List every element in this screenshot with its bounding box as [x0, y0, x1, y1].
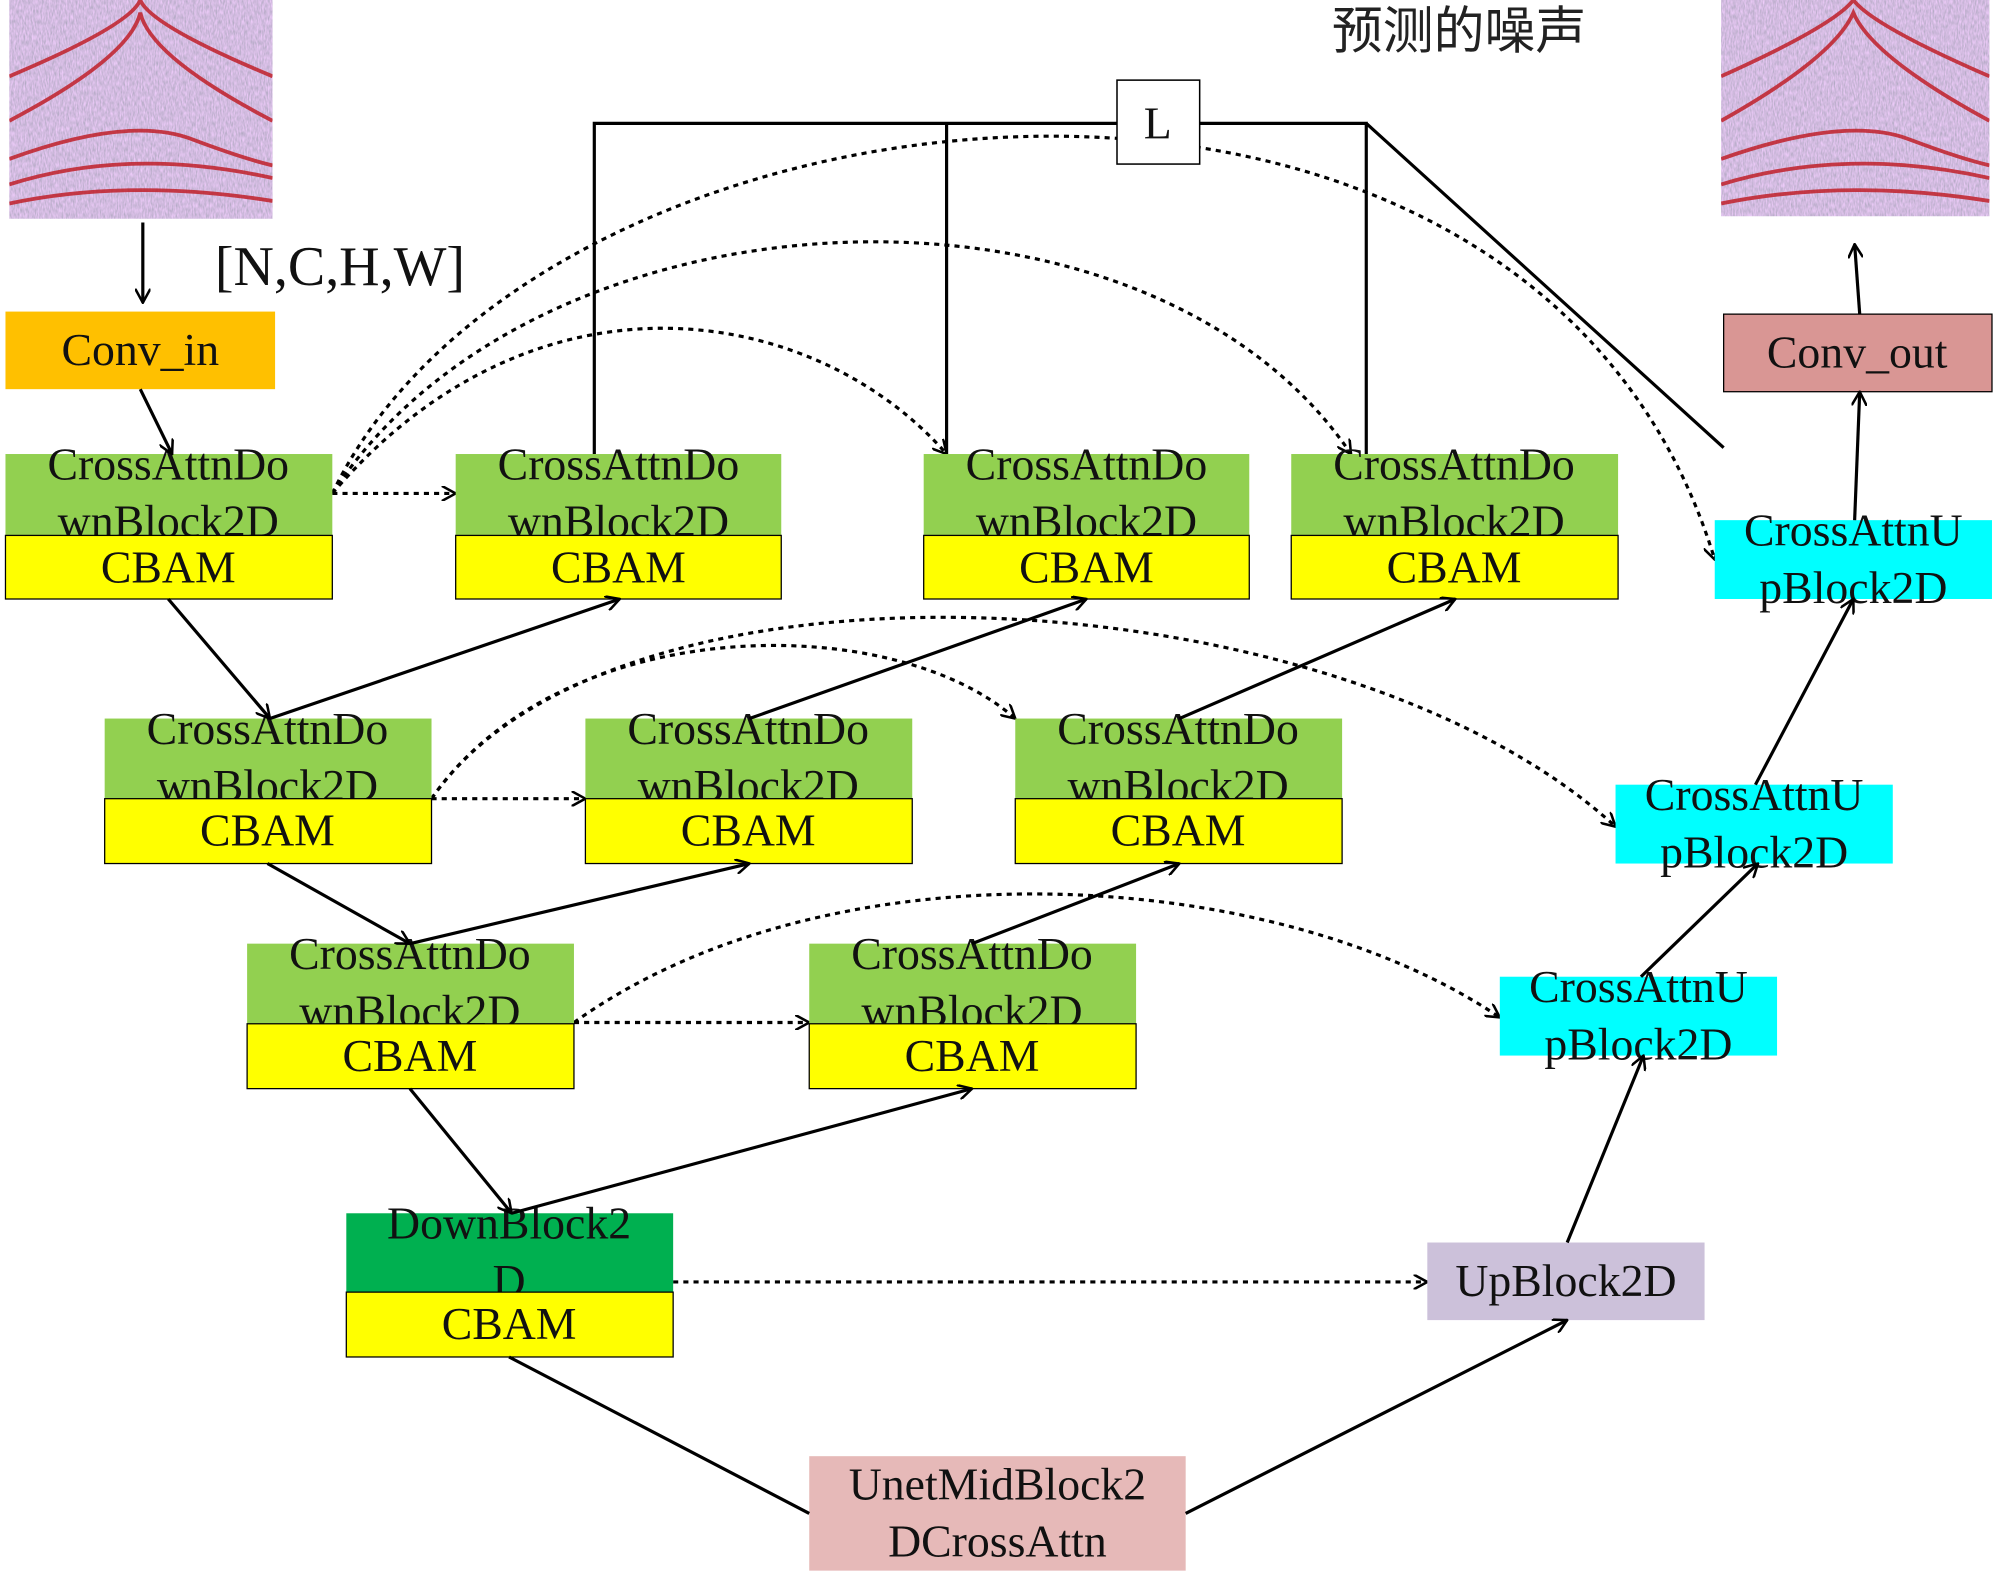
- svg-text:CrossAttnDo: CrossAttnDo: [1333, 438, 1575, 489]
- svg-text:CBAM: CBAM: [905, 1030, 1040, 1081]
- svg-text:CrossAttnDo: CrossAttnDo: [498, 438, 740, 489]
- svg-text:CBAM: CBAM: [342, 1030, 477, 1081]
- svg-text:CBAM: CBAM: [200, 805, 335, 856]
- down-block-2-1: CrossAttnDo wnBlock2D CBAM: [104, 703, 433, 865]
- cross-up-block-3: CrossAttnU pBlock2D: [1714, 505, 1992, 613]
- down-block-3-1: CrossAttnDo wnBlock2D CBAM: [246, 928, 575, 1090]
- svg-text:CrossAttnDo: CrossAttnDo: [147, 703, 389, 754]
- down-block-1-1: CrossAttnDo wnBlock2D CBAM: [4, 438, 333, 600]
- svg-text:pBlock2D: pBlock2D: [1544, 1018, 1732, 1069]
- svg-text:CrossAttnU: CrossAttnU: [1529, 961, 1748, 1012]
- svg-text:CBAM: CBAM: [681, 805, 816, 856]
- loss-connectors: [592, 121, 1725, 455]
- svg-text:UpBlock2D: UpBlock2D: [1455, 1255, 1676, 1306]
- svg-text:CBAM: CBAM: [1111, 805, 1246, 856]
- svg-text:UnetMidBlock2: UnetMidBlock2: [849, 1458, 1146, 1509]
- cross-up-block-2: CrossAttnU pBlock2D: [1615, 769, 1893, 877]
- cross-up-block-1: CrossAttnU pBlock2D: [1499, 961, 1778, 1069]
- down-block-1-3: CrossAttnDo wnBlock2D CBAM: [923, 438, 1250, 600]
- svg-text:L: L: [1144, 98, 1172, 149]
- svg-text:CBAM: CBAM: [101, 541, 236, 592]
- input-shape-label: [N,C,H,W]: [215, 236, 465, 298]
- svg-text:Conv_in: Conv_in: [61, 324, 219, 375]
- svg-text:CrossAttnDo: CrossAttnDo: [627, 703, 869, 754]
- conv-in-block: Conv_in: [5, 311, 276, 390]
- svg-text:CrossAttnDo: CrossAttnDo: [289, 928, 531, 979]
- down-block-1-4: CrossAttnDo wnBlock2D CBAM: [1290, 438, 1619, 600]
- svg-text:CBAM: CBAM: [551, 541, 686, 592]
- down-block-2-3: CrossAttnDo wnBlock2D CBAM: [1014, 703, 1343, 865]
- svg-text:Conv_out: Conv_out: [1767, 327, 1948, 378]
- loss-box: L: [1116, 79, 1201, 165]
- up-block: UpBlock2D: [1427, 1242, 1705, 1321]
- svg-text:CBAM: CBAM: [1387, 541, 1522, 592]
- svg-text:pBlock2D: pBlock2D: [1660, 826, 1848, 877]
- svg-text:CrossAttnU: CrossAttnU: [1645, 769, 1864, 820]
- down-block-3-2: CrossAttnDo wnBlock2D CBAM: [808, 928, 1137, 1090]
- down-block-4: DownBlock2 D CBAM: [345, 1198, 674, 1358]
- seismic-output-image: [1721, 0, 1990, 217]
- svg-text:CrossAttnDo: CrossAttnDo: [966, 438, 1208, 489]
- seismic-input-image: [9, 0, 273, 219]
- mid-block: UnetMidBlock2 DCrossAttn: [809, 1456, 1186, 1571]
- svg-text:DownBlock2: DownBlock2: [387, 1198, 631, 1249]
- down-block-2-2: CrossAttnDo wnBlock2D CBAM: [584, 703, 913, 865]
- svg-text:CrossAttnDo: CrossAttnDo: [851, 928, 1093, 979]
- down-block-1-2: CrossAttnDo wnBlock2D CBAM: [455, 438, 782, 600]
- svg-text:CBAM: CBAM: [1019, 541, 1154, 592]
- svg-text:pBlock2D: pBlock2D: [1759, 562, 1947, 613]
- svg-text:CrossAttnDo: CrossAttnDo: [1057, 703, 1299, 754]
- svg-text:DCrossAttn: DCrossAttn: [888, 1516, 1107, 1567]
- predicted-noise-title: 预测的噪声: [1332, 1, 1586, 60]
- flow-arrows: [140, 222, 1859, 1515]
- svg-text:CBAM: CBAM: [442, 1298, 577, 1349]
- conv-out-block: Conv_out: [1723, 313, 1993, 393]
- skip-connections: [330, 134, 1714, 1282]
